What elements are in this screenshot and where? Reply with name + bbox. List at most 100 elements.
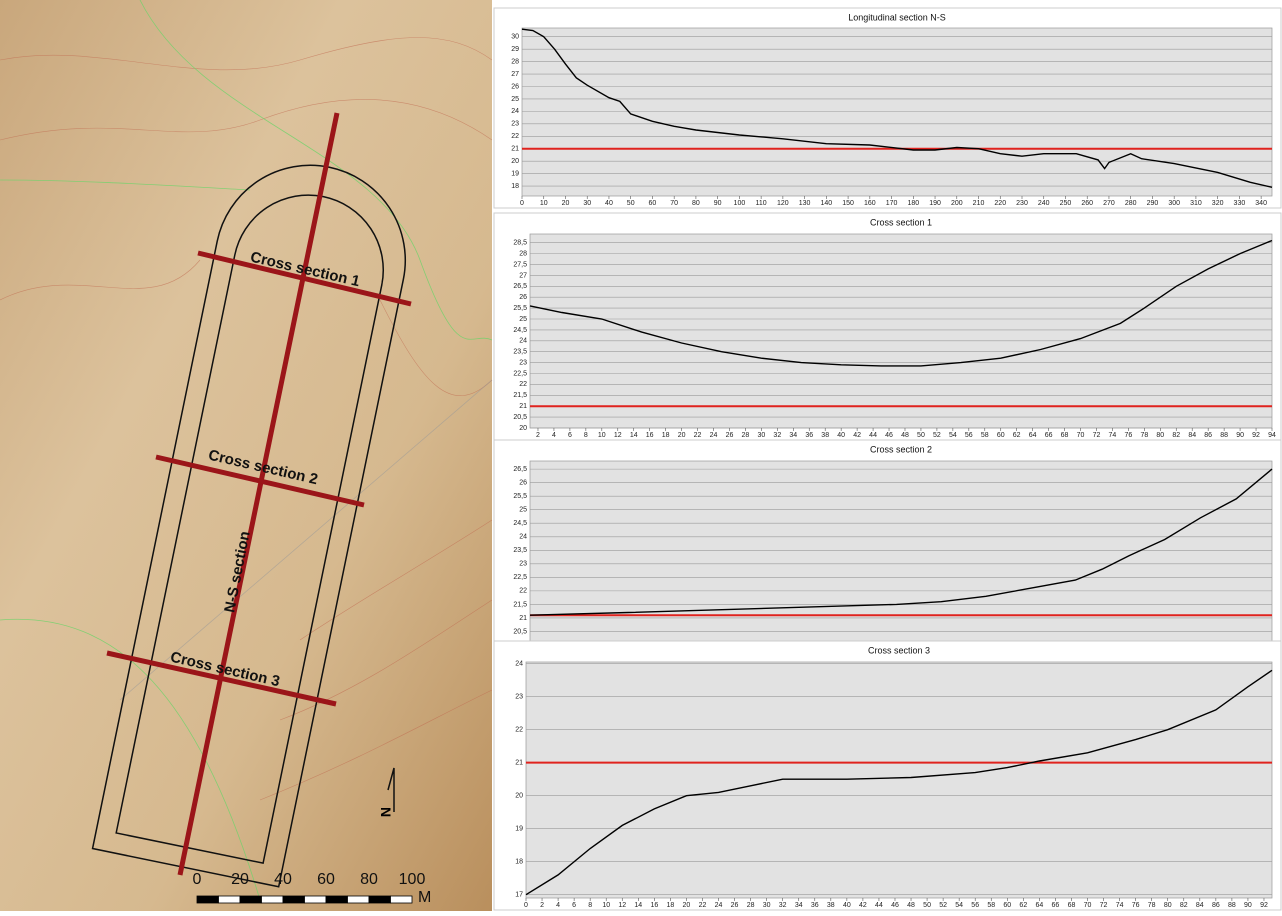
y-tick-label: 22,5: [513, 370, 527, 377]
scale-label: 0: [193, 871, 202, 888]
y-tick-label: 25,5: [513, 305, 527, 312]
chart-title: Longitudinal section N-S: [848, 12, 946, 22]
x-tick-label: 200: [951, 200, 963, 207]
scale-label: 60: [317, 871, 335, 888]
x-tick-label: 32: [773, 432, 781, 439]
scale-segment: [219, 896, 241, 903]
scale-segment: [197, 896, 219, 903]
x-tick-label: 92: [1252, 432, 1260, 439]
x-tick-label: 240: [1038, 200, 1050, 207]
x-tick-label: 72: [1100, 902, 1108, 909]
y-tick-label: 19: [511, 170, 519, 177]
x-tick-label: 94: [1268, 432, 1276, 439]
x-tick-label: 86: [1204, 432, 1212, 439]
y-tick-label: 28: [511, 58, 519, 65]
x-tick-label: 18: [662, 432, 670, 439]
x-tick-label: 84: [1196, 902, 1204, 909]
x-tick-label: 46: [885, 432, 893, 439]
y-tick-label: 21,5: [513, 392, 527, 399]
x-tick-label: 42: [859, 902, 867, 909]
y-tick-label: 18: [515, 859, 523, 866]
x-tick-label: 100: [734, 200, 746, 207]
map: Cross section 1 Cross section 2 Cross se…: [0, 0, 492, 911]
x-tick-label: 50: [923, 902, 931, 909]
x-tick-label: 4: [552, 432, 556, 439]
scale-segment: [348, 896, 370, 903]
x-tick-label: 340: [1255, 200, 1267, 207]
y-tick-label: 23,5: [513, 547, 527, 554]
x-tick-label: 2: [536, 432, 540, 439]
y-tick-label: 22: [519, 588, 527, 595]
x-tick-label: 56: [971, 902, 979, 909]
x-tick-label: 62: [1019, 902, 1027, 909]
x-tick-label: 40: [605, 200, 613, 207]
y-tick-label: 21: [519, 615, 527, 622]
x-tick-label: 30: [763, 902, 771, 909]
y-tick-label: 29: [511, 46, 519, 53]
chart-title: Cross section 1: [870, 217, 932, 227]
x-tick-label: 92: [1260, 902, 1268, 909]
x-tick-label: 52: [933, 432, 941, 439]
y-tick-label: 30: [511, 34, 519, 41]
y-tick-label: 26: [519, 479, 527, 486]
x-tick-label: 10: [540, 200, 548, 207]
y-tick-label: 24: [519, 534, 527, 541]
x-tick-label: 120: [777, 200, 789, 207]
x-tick-label: 130: [799, 200, 811, 207]
x-tick-label: 22: [699, 902, 707, 909]
y-tick-label: 24: [515, 660, 523, 667]
plot-area: [530, 234, 1272, 428]
x-tick-label: 88: [1220, 432, 1228, 439]
plot-area: [530, 461, 1272, 645]
x-tick-label: 80: [692, 200, 700, 207]
x-tick-label: 60: [997, 432, 1005, 439]
x-tick-label: 180: [907, 200, 919, 207]
y-tick-label: 23: [511, 121, 519, 128]
x-tick-label: 32: [779, 902, 787, 909]
y-tick-label: 26,5: [513, 283, 527, 290]
x-tick-label: 250: [1060, 200, 1072, 207]
x-tick-label: 86: [1212, 902, 1220, 909]
x-tick-label: 30: [583, 200, 591, 207]
x-tick-label: 72: [1093, 432, 1101, 439]
x-tick-label: 38: [827, 902, 835, 909]
x-tick-label: 270: [1103, 200, 1115, 207]
x-tick-label: 20: [562, 200, 570, 207]
x-tick-label: 14: [630, 432, 638, 439]
y-tick-label: 24,5: [513, 327, 527, 334]
y-tick-label: 23: [515, 694, 523, 701]
x-tick-label: 28: [742, 432, 750, 439]
x-tick-label: 320: [1212, 200, 1224, 207]
x-tick-label: 66: [1045, 432, 1053, 439]
x-tick-label: 54: [955, 902, 963, 909]
x-tick-label: 8: [588, 902, 592, 909]
chart-title: Cross section 3: [868, 645, 930, 655]
y-tick-label: 26,5: [513, 466, 527, 473]
figure: Cross section 1 Cross section 2 Cross se…: [0, 0, 1282, 911]
x-tick-label: 54: [949, 432, 957, 439]
y-tick-label: 25,5: [513, 493, 527, 500]
scale-label: 100: [399, 871, 426, 888]
x-tick-label: 64: [1029, 432, 1037, 439]
x-tick-label: 52: [939, 902, 947, 909]
x-tick-label: 80: [1156, 432, 1164, 439]
y-tick-label: 19: [515, 826, 523, 833]
x-tick-label: 62: [1013, 432, 1021, 439]
x-tick-label: 48: [901, 432, 909, 439]
y-tick-label: 20: [519, 425, 527, 432]
x-tick-label: 28: [747, 902, 755, 909]
x-tick-label: 56: [965, 432, 973, 439]
y-tick-label: 27: [519, 272, 527, 279]
x-tick-label: 26: [731, 902, 739, 909]
x-tick-label: 0: [520, 200, 524, 207]
x-tick-label: 24: [715, 902, 723, 909]
x-tick-label: 24: [710, 432, 718, 439]
scale-segment: [326, 896, 348, 903]
x-tick-label: 88: [1228, 902, 1236, 909]
plot-area: [522, 28, 1272, 196]
y-tick-label: 22: [519, 381, 527, 388]
x-tick-label: 26: [726, 432, 734, 439]
x-tick-label: 2: [540, 902, 544, 909]
y-tick-label: 21: [515, 760, 523, 767]
x-tick-label: 36: [805, 432, 813, 439]
